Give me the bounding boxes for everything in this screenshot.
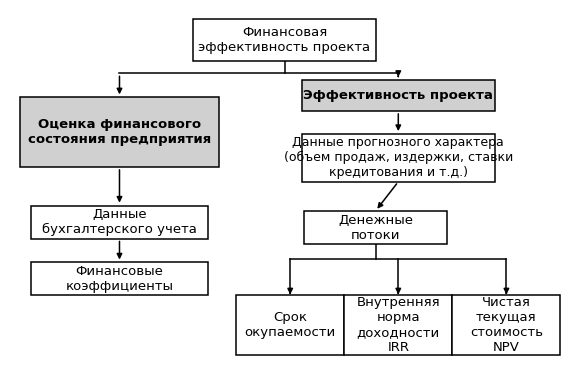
FancyBboxPatch shape: [193, 19, 376, 61]
Text: Оценка финансового
состояния предприятия: Оценка финансового состояния предприятия: [28, 118, 211, 146]
Text: Финансовые
коэффициенты: Финансовые коэффициенты: [65, 265, 174, 293]
FancyBboxPatch shape: [304, 211, 447, 244]
FancyBboxPatch shape: [31, 262, 208, 295]
FancyBboxPatch shape: [452, 294, 560, 355]
FancyBboxPatch shape: [31, 206, 208, 239]
Text: Эффективность проекта: Эффективность проекта: [303, 89, 493, 102]
FancyBboxPatch shape: [344, 294, 452, 355]
Text: Финансовая
эффективность проекта: Финансовая эффективность проекта: [199, 26, 370, 54]
FancyBboxPatch shape: [302, 134, 495, 182]
FancyBboxPatch shape: [20, 97, 219, 167]
Text: Срок
окупаемости: Срок окупаемости: [245, 311, 336, 339]
FancyBboxPatch shape: [302, 80, 495, 111]
Text: Внутренняя
норма
доходности
IRR: Внутренняя норма доходности IRR: [357, 296, 440, 354]
FancyBboxPatch shape: [236, 294, 344, 355]
Text: Денежные
потоки: Денежные потоки: [338, 214, 413, 241]
Text: Данные прогнозного характера
(объем продаж, издержки, ставки
кредитования и т.д.: Данные прогнозного характера (объем прод…: [284, 136, 513, 179]
Text: Данные
бухгалтерского учета: Данные бухгалтерского учета: [42, 208, 197, 236]
Text: Чистая
текущая
стоимость
NPV: Чистая текущая стоимость NPV: [470, 296, 543, 354]
